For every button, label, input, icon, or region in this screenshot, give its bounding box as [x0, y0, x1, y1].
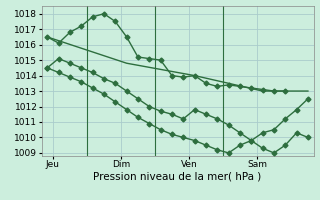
- X-axis label: Pression niveau de la mer( hPa ): Pression niveau de la mer( hPa ): [93, 172, 262, 182]
